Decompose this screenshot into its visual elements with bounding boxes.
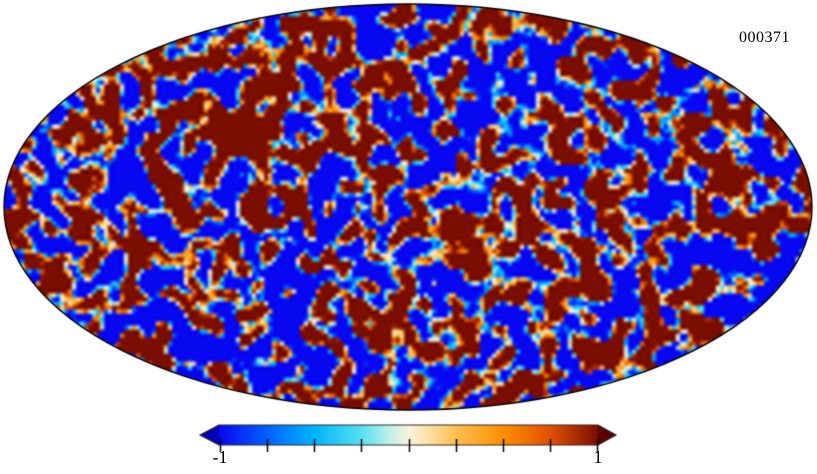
colorbar-max-label: 1 (593, 447, 603, 467)
frame-number-label: 000371 (739, 29, 790, 46)
colorbar-min-label: -1 (212, 447, 228, 467)
mollweide-sky-map (0, 0, 817, 416)
colorbar (196, 420, 622, 456)
